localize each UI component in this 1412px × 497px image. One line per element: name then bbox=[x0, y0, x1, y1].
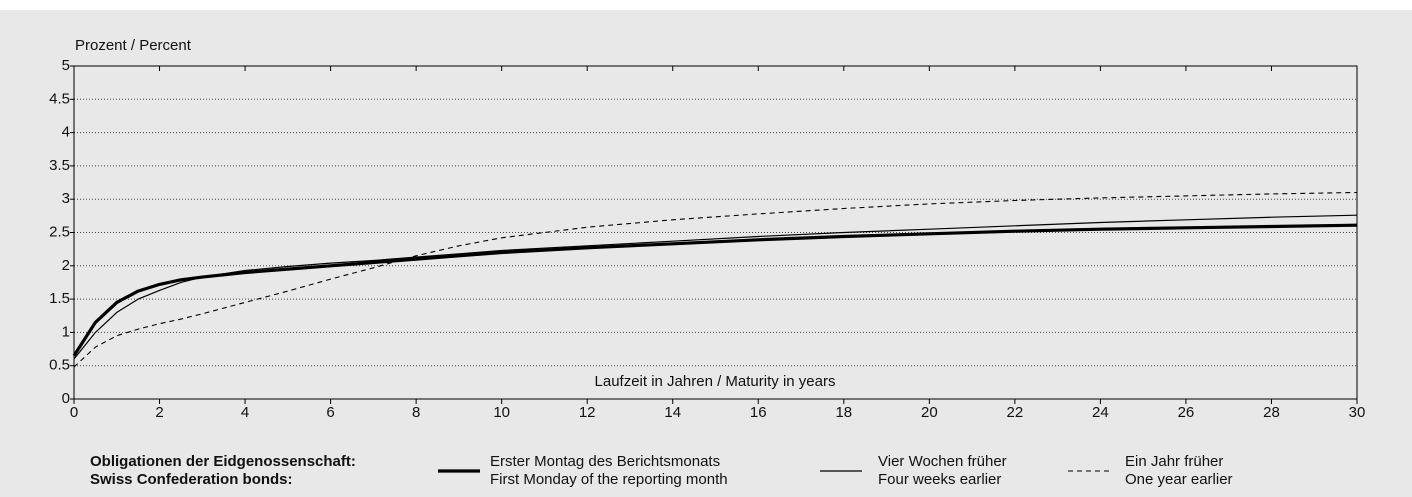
x-tick-label: 4 bbox=[241, 404, 249, 421]
x-tick-label: 10 bbox=[493, 404, 510, 421]
legend-title: Obligationen der Eidgenossenschaft: bbox=[90, 453, 356, 470]
x-tick-label: 30 bbox=[1349, 404, 1366, 421]
x-tick-label: 12 bbox=[579, 404, 596, 421]
y-axis-label: Prozent / Percent bbox=[75, 37, 192, 54]
legend-label: Vier Wochen früher bbox=[878, 453, 1007, 470]
y-tick-label: 2.5 bbox=[49, 223, 70, 240]
x-tick-label: 6 bbox=[326, 404, 334, 421]
x-tick-label: 16 bbox=[750, 404, 767, 421]
legend-label: Four weeks earlier bbox=[878, 471, 1001, 488]
series-line bbox=[73, 214, 1358, 360]
y-tick-label: 1.5 bbox=[49, 290, 70, 307]
x-tick-label: 20 bbox=[921, 404, 938, 421]
legend-label: Ein Jahr früher bbox=[1125, 453, 1223, 470]
plot-frame bbox=[73, 65, 1358, 400]
y-tick-label: 3 bbox=[62, 190, 70, 207]
x-tick-label: 18 bbox=[835, 404, 852, 421]
y-tick-label: 4 bbox=[62, 124, 70, 141]
x-tick-label: 28 bbox=[1263, 404, 1280, 421]
series-line bbox=[73, 191, 1358, 368]
panel bbox=[0, 10, 1412, 497]
y-tick-label: 0.5 bbox=[49, 357, 70, 374]
y-tick-label: 2 bbox=[62, 257, 70, 274]
x-tick-label: 24 bbox=[1092, 404, 1109, 421]
legend-title: Swiss Confederation bonds: bbox=[90, 471, 293, 488]
y-tick-label: 5 bbox=[62, 57, 70, 74]
y-tick-label: 0 bbox=[62, 390, 70, 407]
x-tick-label: 0 bbox=[70, 404, 78, 421]
legend-label: First Monday of the reporting month bbox=[490, 471, 728, 488]
series-line bbox=[72, 223, 1358, 357]
x-axis-label: Laufzeit in Jahren / Maturity in years bbox=[595, 373, 836, 390]
y-tick-label: 4.5 bbox=[49, 90, 70, 107]
x-tick-label: 8 bbox=[412, 404, 420, 421]
x-tick-label: 14 bbox=[664, 404, 681, 421]
x-tick-label: 26 bbox=[1178, 404, 1195, 421]
y-tick-label: 1 bbox=[62, 323, 70, 340]
x-tick-label: 22 bbox=[1007, 404, 1024, 421]
y-tick-label: 3.5 bbox=[49, 157, 70, 174]
x-tick-label: 2 bbox=[155, 404, 163, 421]
legend-label: One year earlier bbox=[1125, 471, 1233, 488]
legend-label: Erster Montag des Berichtsmonats bbox=[490, 453, 720, 470]
